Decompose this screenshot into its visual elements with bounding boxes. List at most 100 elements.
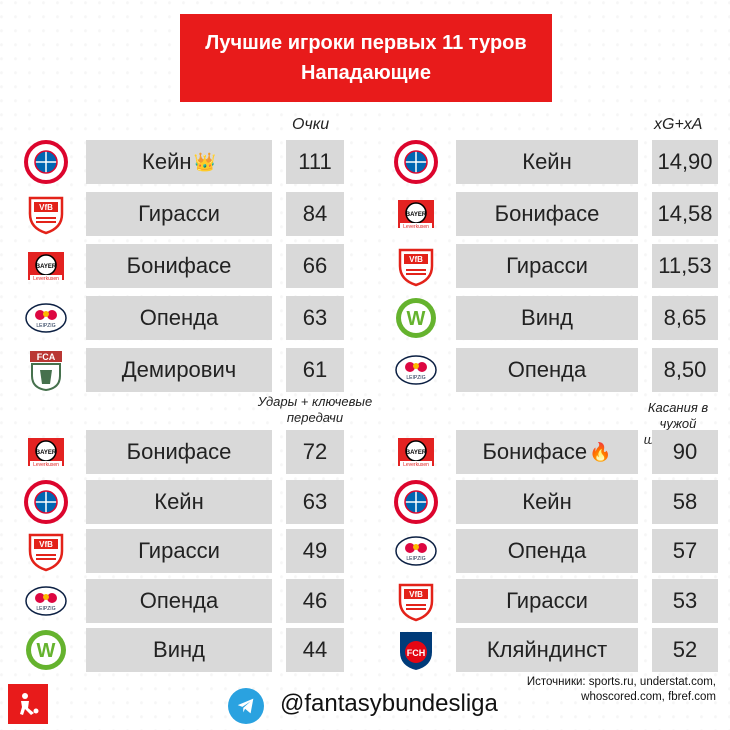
svg-text:FCH: FCH — [407, 648, 426, 658]
touches-player-name: Гирасси — [456, 578, 638, 623]
shots-player-name: Кейн — [86, 479, 272, 524]
leverkusen-logo-icon: BAYER Leverkusen — [24, 430, 68, 474]
shots-player-name: Опенда — [86, 578, 272, 623]
leipzig-logo-icon: LEIPZIG — [24, 296, 68, 340]
stuttgart-logo-icon: VfB — [394, 579, 438, 623]
points-header: Очки — [292, 116, 330, 133]
player-name-text: Кляйндинст — [486, 637, 608, 662]
xgxa-header: xG+xA — [654, 116, 703, 133]
points-stat-value: 84 — [286, 192, 344, 236]
telegram-icon — [228, 688, 264, 724]
points-player-name: Кейн 👑 — [86, 140, 272, 184]
touches-stat-value: 52 — [652, 628, 718, 672]
stuttgart-logo-icon: VfB — [24, 529, 68, 573]
points-player-name: Бонифасе — [86, 244, 272, 288]
points-player-name: Гирасси — [86, 192, 272, 236]
touches-stat-value: 57 — [652, 529, 718, 573]
telegram-handle[interactable]: @fantasybundesliga — [280, 690, 498, 717]
svg-text:W: W — [407, 308, 426, 330]
bayern-logo-icon — [394, 479, 438, 524]
title-line-1: Лучшие игроки первых 11 туров — [205, 32, 527, 54]
xgxa-stat-value: 8,50 — [652, 348, 718, 392]
leipzig-logo-icon: LEIPZIG — [394, 348, 438, 392]
xgxa-stat-value: 8,65 — [652, 296, 718, 340]
points-stat-value: 63 — [286, 296, 344, 340]
svg-text:W: W — [37, 640, 56, 662]
xgxa-stat-value: 14,58 — [652, 192, 718, 236]
points-player-name: Опенда — [86, 296, 272, 340]
xgxa-player-name: Опенда — [456, 348, 638, 392]
xgxa-player-name: Гирасси — [456, 244, 638, 288]
stuttgart-logo-icon: VfB — [24, 192, 68, 236]
shots-stat-value: 44 — [286, 628, 344, 672]
shots-player-name: Бонифасе — [86, 430, 272, 474]
wolfsburg-logo-icon: W — [24, 628, 68, 672]
heidenheim-logo-icon: FCH — [394, 628, 438, 672]
points-player-name: Демирович — [86, 348, 272, 392]
svg-text:LEIPZIG: LEIPZIG — [406, 556, 425, 562]
xgxa-stat-value: 14,90 — [652, 140, 718, 184]
wolfsburg-logo-icon: W — [394, 296, 438, 340]
svg-text:BAYER: BAYER — [36, 264, 57, 270]
player-name-text: Демирович — [121, 357, 237, 382]
player-name-text: Опенда — [507, 357, 587, 382]
player-name-text: Опенда — [139, 587, 219, 613]
svg-text:VfB: VfB — [39, 540, 53, 549]
fire-icon: 🔥 — [589, 441, 612, 462]
svg-text:Leverkusen: Leverkusen — [33, 276, 59, 282]
svg-text:BAYER: BAYER — [406, 212, 427, 218]
augsburg-logo-icon: FCA — [24, 348, 68, 392]
svg-text:LEIPZIG: LEIPZIG — [36, 606, 55, 612]
bayern-logo-icon — [24, 479, 68, 524]
player-name-text: Кейн — [522, 149, 572, 174]
player-name-text: Гирасси — [138, 538, 220, 563]
title-line-2: Нападающие — [301, 62, 431, 84]
shots-stat-value: 49 — [286, 529, 344, 573]
stuttgart-logo-icon: VfB — [394, 244, 438, 288]
player-name-text: Бонифасе — [482, 439, 588, 464]
svg-text:Leverkusen: Leverkusen — [403, 462, 429, 468]
svg-text:VfB: VfB — [39, 203, 53, 212]
leverkusen-logo-icon: BAYER Leverkusen — [394, 430, 438, 474]
shots-stat-value: 72 — [286, 430, 344, 474]
player-name-text: Бонифасе — [494, 201, 600, 226]
player-name-text: Кейн — [522, 488, 572, 514]
touches-player-name: Бонифасе 🔥 — [456, 430, 638, 474]
touches-player-name: Кляйндинст — [456, 628, 638, 672]
player-name-text: Бонифасе — [126, 253, 232, 278]
player-name-text: Винд — [521, 305, 573, 330]
touches-stat-value: 90 — [652, 430, 718, 474]
player-name-text: Кейн — [142, 149, 192, 174]
points-stat-value: 66 — [286, 244, 344, 288]
touches-stat-value: 58 — [652, 479, 718, 524]
shots-player-name: Гирасси — [86, 529, 272, 573]
bayern-logo-icon — [394, 140, 438, 184]
leipzig-logo-icon: LEIPZIG — [24, 579, 68, 623]
player-name-text: Опенда — [507, 538, 587, 563]
player-name-text: Гирасси — [506, 253, 588, 278]
svg-text:VfB: VfB — [409, 255, 423, 264]
crown-icon: 👑 — [193, 151, 216, 172]
player-name-text: Опенда — [139, 305, 219, 330]
title-banner: Лучшие игроки первых 11 туров Нападающие — [180, 14, 552, 102]
player-name-text: Винд — [153, 637, 205, 662]
player-name-text: Кейн — [154, 488, 204, 514]
shots-stat-value: 63 — [286, 479, 344, 524]
svg-text:FCA: FCA — [37, 352, 56, 362]
leverkusen-logo-icon: BAYER Leverkusen — [394, 192, 438, 236]
player-name-text: Гирасси — [506, 587, 588, 613]
svg-text:VfB: VfB — [409, 590, 423, 599]
touches-player-name: Кейн — [456, 479, 638, 524]
points-stat-value: 111 — [286, 140, 344, 184]
leipzig-logo-icon: LEIPZIG — [394, 529, 438, 573]
shots-stat-value: 46 — [286, 578, 344, 623]
svg-text:LEIPZIG: LEIPZIG — [36, 323, 55, 329]
svg-text:Leverkusen: Leverkusen — [33, 462, 59, 468]
sources-note: Источники: sports.ru, understat.com, who… — [526, 676, 716, 703]
player-kick-icon — [20, 693, 39, 715]
touches-player-name: Опенда — [456, 529, 638, 573]
xgxa-player-name: Бонифасе — [456, 192, 638, 236]
player-name-text: Гирасси — [138, 201, 220, 226]
xgxa-player-name: Кейн — [456, 140, 638, 184]
shots-header: Удары + ключевые передачи — [257, 394, 373, 425]
